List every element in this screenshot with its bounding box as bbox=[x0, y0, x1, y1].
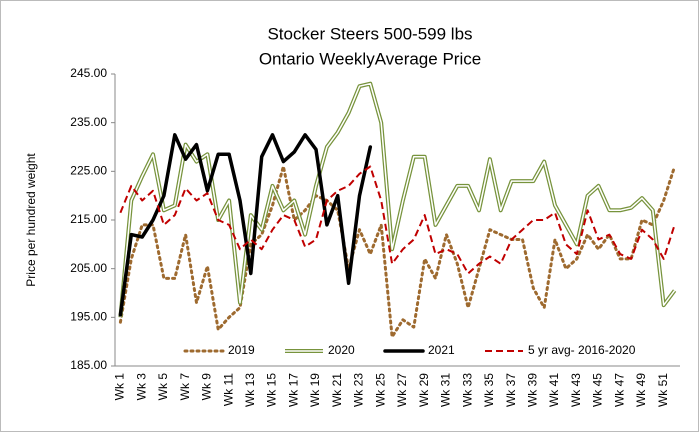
x-tick-label: Wk 5 bbox=[156, 373, 170, 401]
x-tick-label: Wk 27 bbox=[395, 373, 409, 407]
x-tick-label: Wk 11 bbox=[221, 373, 235, 406]
x-tick-label: Wk 9 bbox=[200, 373, 214, 401]
x-tick-label: Wk 13 bbox=[243, 373, 257, 407]
y-tick-label: 235.00 bbox=[70, 115, 107, 129]
y-tick-label: 185.00 bbox=[70, 358, 107, 372]
series-line bbox=[118, 133, 373, 317]
x-tick-label: Wk 3 bbox=[134, 373, 148, 401]
x-tick-label: Wk 19 bbox=[308, 373, 322, 407]
x-tick-label: Wk 41 bbox=[547, 373, 561, 407]
y-tick-label: 245.00 bbox=[70, 66, 107, 80]
x-tick-label: Wk 33 bbox=[460, 373, 474, 407]
y-tick-label: 215.00 bbox=[70, 212, 107, 226]
x-tick-label: Wk 23 bbox=[352, 373, 366, 407]
x-tick-label: Wk 47 bbox=[612, 373, 626, 407]
x-tick-label: Wk 39 bbox=[525, 373, 539, 407]
x-tick-label: Wk 49 bbox=[634, 373, 648, 407]
y-tick-label: 195.00 bbox=[70, 310, 107, 324]
legend-label: 5 yr avg- 2016-2020 bbox=[528, 343, 636, 357]
x-tick-label: Wk 25 bbox=[373, 373, 387, 407]
x-tick-label: Wk 17 bbox=[286, 373, 300, 407]
legend-label: 2021 bbox=[428, 343, 455, 357]
x-tick-label: Wk 37 bbox=[504, 373, 518, 407]
x-tick-label: Wk 51 bbox=[656, 373, 670, 407]
series-line bbox=[119, 165, 676, 275]
chart-subtitle: Ontario WeeklyAverage Price bbox=[259, 49, 481, 68]
series-line bbox=[118, 165, 677, 339]
legend-label: 2019 bbox=[228, 343, 255, 357]
x-tick-label: Wk 7 bbox=[178, 373, 192, 401]
y-tick-label: 205.00 bbox=[70, 261, 107, 275]
x-tick-label: Wk 35 bbox=[482, 373, 496, 407]
x-tick-label: Wk 43 bbox=[569, 373, 583, 407]
x-tick-label: Wk 45 bbox=[591, 373, 605, 407]
legend-label: 2020 bbox=[328, 343, 355, 357]
y-axis-label: Price per hundred weight bbox=[24, 153, 38, 287]
chart-title: Stocker Steers 500-599 lbs bbox=[267, 24, 472, 43]
x-tick-label: Wk 15 bbox=[265, 373, 279, 407]
x-tick-label: Wk 29 bbox=[417, 373, 431, 407]
x-tick-label: Wk 21 bbox=[330, 373, 344, 407]
x-tick-label: Wk 1 bbox=[113, 373, 127, 401]
x-tick-label: Wk 31 bbox=[439, 373, 453, 407]
series-line-inner bbox=[119, 82, 676, 318]
y-tick-label: 225.00 bbox=[70, 164, 107, 178]
